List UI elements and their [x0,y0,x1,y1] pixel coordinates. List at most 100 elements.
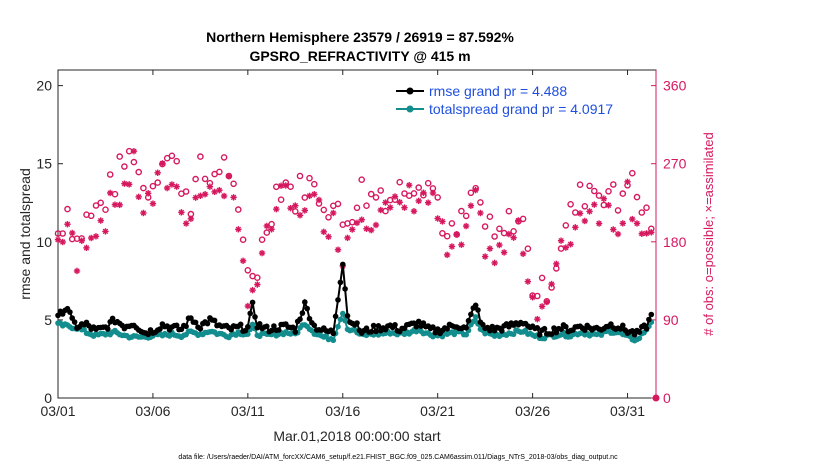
y-tick-label: 0 [44,390,52,406]
totalspread-point [470,318,477,325]
rmse-point [304,305,311,312]
legend: rmse grand pr = 4.488 totalspread grand … [396,83,613,117]
obs-assimilated-point [434,215,441,222]
y-axis-left: 0 5 10 15 20 [36,78,63,406]
rmse-point [646,316,652,323]
obs-possible-point [591,187,598,195]
rmse-point [342,286,348,292]
obs-assimilated-stroke [411,208,417,214]
obs-assimilated-stroke [197,193,204,199]
obs-assimilated-stroke [69,230,75,236]
obs-assimilated-stroke [453,231,460,238]
rmse-point [275,327,282,333]
obs-assimilated-point [519,250,527,258]
obs-assimilated-stroke [515,217,522,224]
obs-possible-point [277,196,285,203]
rmse-point [109,315,116,322]
rmse-point [344,313,351,319]
obs-possible-point [377,187,385,194]
obs-possible-point [605,187,612,195]
plot-area [57,69,657,399]
obs-assimilated-point [439,218,446,225]
obs-assimilated-point [401,204,408,211]
x-tick-label: 03/16 [325,403,360,419]
obs-assimilated-point [515,217,522,224]
obs-possible-point [586,182,593,190]
rmse-point [290,324,296,331]
obs-possible-point [182,188,190,195]
rmse-point [55,312,61,319]
y-right-tick-label: 0 [663,390,671,406]
obs-assimilated-point [396,199,403,206]
obs-possible-point [121,163,128,170]
obs-assimilated-point [154,169,161,176]
obs-assimilated-point [562,244,570,251]
obs-assimilated-stroke [624,179,631,185]
rmse-point [375,323,382,329]
obs-assimilated-point [273,205,280,213]
obs-assimilated-point [443,251,451,259]
obs-assimilated-stroke [458,242,465,248]
obs-possible-point [173,157,180,165]
obs-assimilated-point [216,187,223,194]
obs-assimilated-stroke [192,194,199,201]
rmse-point [256,321,263,327]
obs-assimilated-point [448,243,456,250]
obs-assimilated-stroke [207,183,213,190]
obs-assimilated-point [201,191,209,198]
rmse-point [489,323,496,330]
obs-assimilated-stroke [510,234,517,241]
obs-assimilated-stroke [643,230,650,237]
obs-possible-point [567,200,574,208]
obs-assimilated-stroke [373,222,379,228]
rmse-point [434,326,441,332]
legend-rmse-marker [406,87,414,95]
obs-assimilated-stroke [506,231,512,237]
y-right-tick-label: 270 [663,156,687,172]
obs-assimilated-point [353,219,361,227]
obs-assimilated-stroke [629,216,636,222]
obs-assimilated-stroke [501,249,507,256]
obs-assimilated-point [429,189,437,197]
obs-assimilated-stroke [183,220,189,227]
rmse-point [211,317,218,324]
rmse-point [183,323,189,330]
obs-assimilated-point [534,315,541,323]
obs-possible-point [306,174,313,182]
obs-assimilated-point [320,228,327,236]
rmse-point [157,326,163,332]
rmse-point [468,311,474,318]
obs-assimilated-stroke [83,245,90,251]
rmse-point [67,309,73,315]
rmse-point [534,325,541,331]
obs-assimilated-point [491,259,498,267]
y-axis-label: rmse and totalspread [17,168,33,300]
obs-possible-point [643,204,650,211]
obs-assimilated-stroke [235,226,242,233]
obs-assimilated-stroke [245,303,251,309]
rmse-point [302,299,308,305]
obs-possible-point [334,200,342,208]
obs-possible-point [320,206,328,214]
obs-possible-point [59,230,67,237]
obs-assimilated-stroke [401,204,408,211]
obs-possible-point [358,176,366,183]
totalspread-point [510,331,517,338]
obs-assimilated-stroke [434,215,441,222]
chart-title: Northern Hemisphere 23579 / 26919 = 87.5… [206,29,514,45]
obs-assimilated-point [230,194,237,201]
obs-assimilated-stroke [520,251,526,257]
obs-possible-point [168,152,176,160]
obs-possible-point [353,204,361,212]
x-tick-label: 03/21 [420,403,455,419]
legend-rmse-label: rmse grand pr = 4.488 [429,83,567,99]
obs-assimilated-point [263,222,271,230]
obs-possible-point [106,171,114,178]
rmse-point [370,322,377,329]
y-tick-label: 10 [36,234,52,250]
obs-assimilated-point [524,278,532,285]
obs-assimilated-stroke [306,193,313,199]
obs-assimilated-point [387,204,394,211]
obs-assimilated-stroke [382,199,389,206]
obs-possible-point [216,168,223,176]
